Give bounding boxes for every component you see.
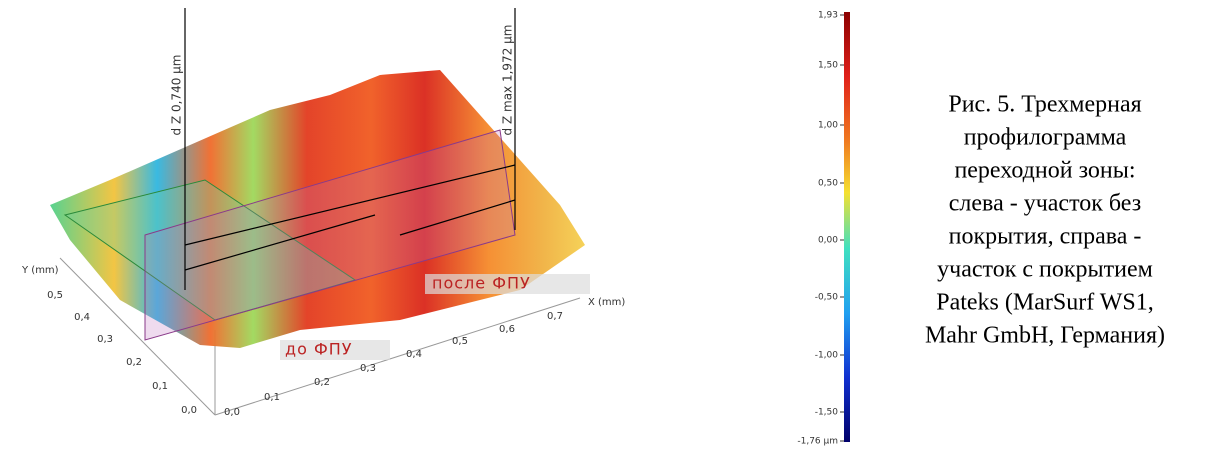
y-tick-label: 0,2 — [126, 357, 142, 368]
caption-line: Рис. 5. Трехмерная — [948, 92, 1141, 118]
colorbar-tick-label: -0,50 — [815, 293, 839, 303]
caption-line: покрытия, справа - — [949, 224, 1142, 250]
colorbar-tick-label: -1,76 µm — [797, 437, 838, 447]
colorbar-tick-label: -1,50 — [815, 408, 839, 418]
caption-line: Mahr GmbH, Германия) — [925, 323, 1165, 349]
colorbar — [844, 12, 850, 442]
colorbar-tick-label: -1,00 — [815, 351, 839, 361]
x-tick-label: 0,2 — [314, 377, 330, 388]
label-shadow — [280, 340, 390, 360]
colorbar-tick-label: 1,50 — [818, 61, 838, 71]
section-plane — [144, 129, 516, 341]
caption-line: слева - участок без — [949, 191, 1141, 217]
colorbar-tick-label: 1,00 — [818, 121, 838, 131]
y-tick-label: 0,3 — [97, 334, 113, 345]
measure-lines — [184, 8, 516, 290]
colorbar-tick-label: 0,50 — [818, 179, 838, 189]
caption-line: переходной зоны: — [954, 158, 1135, 184]
annotation: до ФПУ — [285, 340, 353, 359]
label-shadow — [425, 274, 590, 294]
x-tick-label: 0,3 — [360, 363, 376, 374]
colorbar-tick-label: 1,93 — [818, 11, 838, 21]
annotation: после ФПУ — [432, 274, 531, 293]
y-tick-label: 0,0 — [181, 405, 197, 416]
x-axis-label: X (mm) — [588, 297, 625, 308]
annotation: d Z 0,740 µm — [170, 55, 184, 136]
caption-line: Pateks (MarSurf WS1, — [936, 290, 1154, 316]
annotation: d Z max 1,972 µm — [501, 25, 515, 136]
x-tick-label: 0,0 — [224, 407, 240, 418]
y-tick-label: 0,4 — [74, 312, 90, 323]
y-axis-label: Y (mm) — [21, 265, 59, 276]
x-tick-label: 0,7 — [547, 311, 563, 322]
colorbar-tick-label: 0,00 — [818, 236, 838, 246]
x-tick-label: 0,1 — [264, 392, 280, 403]
y-tick-label: 0,1 — [152, 381, 168, 392]
caption-line: участок с покрытием — [937, 257, 1153, 283]
y-tick-label: 0,5 — [47, 290, 63, 301]
caption-line: профилограмма — [964, 125, 1127, 151]
x-tick-label: 0,4 — [406, 349, 422, 360]
x-tick-label: 0,6 — [499, 324, 515, 335]
x-tick-label: 0,5 — [452, 336, 468, 347]
